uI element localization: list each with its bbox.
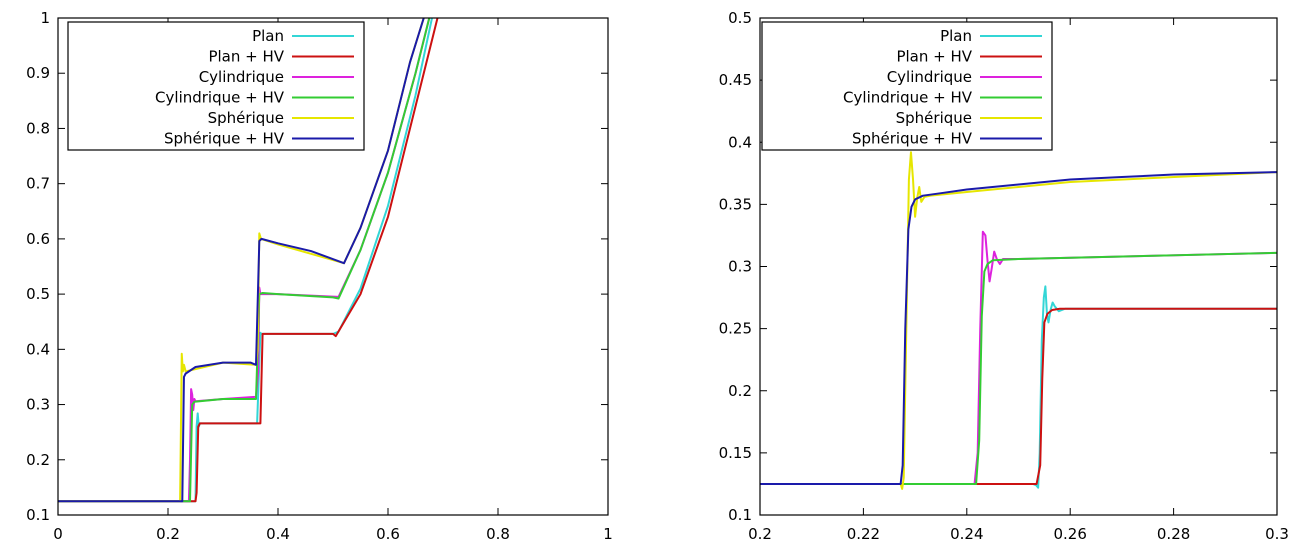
legend: Plan Plan + HV Cylindrique Cylindrique + HV… <box>67 21 365 151</box>
y-tick-label: 0.45 <box>719 71 752 89</box>
legend-label: Sphérique <box>896 109 972 127</box>
series-line-3 <box>58 18 431 503</box>
series-line-0 <box>58 18 433 503</box>
series-line-5 <box>760 171 1277 485</box>
y-tick-label: 0.4 <box>26 340 50 358</box>
plot-area <box>760 151 1277 490</box>
y-tick-label: 0.3 <box>26 396 50 414</box>
x-tick-label: 0.4 <box>266 525 290 543</box>
x-tick-label: 0.24 <box>950 525 983 543</box>
legend-label: Cylindrique <box>199 68 284 86</box>
series-line-1 <box>58 18 439 503</box>
legend-box <box>67 21 365 151</box>
legend-label: Plan + HV <box>896 48 972 66</box>
x-tick-label: 0 <box>53 525 63 543</box>
y-tick-label: 0.5 <box>728 9 752 27</box>
y-tick-label: 0.6 <box>26 230 50 248</box>
legend-box <box>761 21 1053 151</box>
legend-label: Cylindrique + HV <box>155 89 285 107</box>
series-line-4 <box>760 151 1277 490</box>
legend-label: Plan <box>252 27 284 45</box>
legend-label: Sphérique + HV <box>852 130 973 148</box>
x-tick-label: 0.26 <box>1053 525 1086 543</box>
legend: Plan Plan + HV Cylindrique Cylindrique + HV… <box>761 21 1053 151</box>
x-tick-label: 0.28 <box>1157 525 1190 543</box>
legend-label: Sphérique <box>208 109 284 127</box>
x-tick-label: 0.3 <box>1265 525 1289 543</box>
y-tick-label: 0.5 <box>26 285 50 303</box>
y-tick-label: 0.2 <box>728 382 752 400</box>
x-tick-label: 0.2 <box>156 525 180 543</box>
series-line-2 <box>760 230 1277 485</box>
y-tick-label: 0.9 <box>26 64 50 82</box>
y-tick-label: 1 <box>40 9 50 27</box>
series-line-0 <box>760 285 1277 489</box>
y-tick-label: 0.3 <box>728 258 752 276</box>
y-tick-label: 0.8 <box>26 119 50 137</box>
y-tick-label: 0.35 <box>719 195 752 213</box>
legend-label: Plan + HV <box>208 48 284 66</box>
legend-label: Cylindrique <box>887 68 972 86</box>
x-tick-label: 1 <box>603 525 613 543</box>
y-tick-label: 0.1 <box>728 506 752 524</box>
x-tick-label: 0.22 <box>847 525 880 543</box>
axes-frame <box>57 17 609 516</box>
y-tick-label: 0.15 <box>719 444 752 462</box>
y-tick-label: 0.1 <box>26 506 50 524</box>
legend-label: Sphérique + HV <box>164 130 285 148</box>
series-line-3 <box>760 251 1277 485</box>
y-tick-label: 0.25 <box>719 320 752 338</box>
legend-label: Plan <box>940 27 972 45</box>
x-tick-label: 0.6 <box>376 525 400 543</box>
y-tick-label: 0.2 <box>26 451 50 469</box>
series-line-5 <box>58 18 425 503</box>
chart-left: 0 0.2 0.4 0.6 0.8 1 0.1 0.2 0.3 0.4 0.5 0.6 0.7 0.8 0.… <box>26 9 613 543</box>
series-line-1 <box>760 307 1277 485</box>
y-tick-label: 0.4 <box>728 133 752 151</box>
y-tick-label: 0.7 <box>26 175 50 193</box>
x-tick-label: 0.2 <box>748 525 772 543</box>
plot-area <box>58 18 439 503</box>
x-tick-label: 0.8 <box>486 525 510 543</box>
axes-frame <box>759 17 1278 516</box>
legend-label: Cylindrique + HV <box>843 89 973 107</box>
chart-right: 0.2 0.22 0.24 0.26 0.28 0.3 0.1 0.15 0.2 0.25 0.3 0… <box>719 9 1289 543</box>
